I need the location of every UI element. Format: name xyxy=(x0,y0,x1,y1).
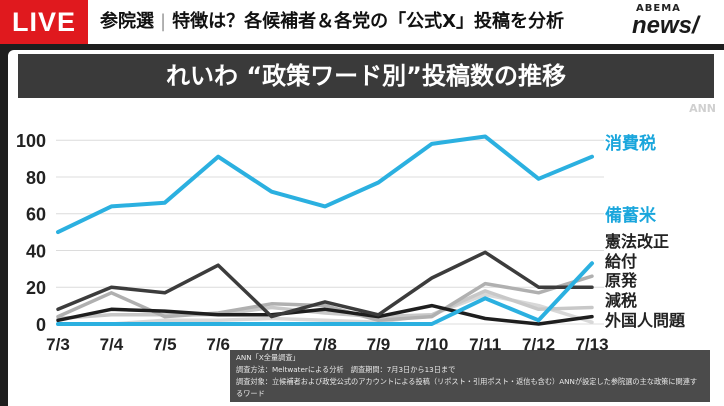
divider: | xyxy=(160,11,167,32)
x-tick-label: 7/11 xyxy=(469,335,501,354)
y-tick-label: 20 xyxy=(26,278,46,298)
top-banner: LIVE 参院選 | 特徴は？各候補者＆各党の「公式X」投稿を分析 ABEMA ne… xyxy=(0,0,724,44)
x-tick-label: 7/13 xyxy=(575,335,608,354)
x-tick-label: 7/3 xyxy=(46,335,70,354)
headline: 参院選 | 特徴は？各候補者＆各党の「公式X」投稿を分析 xyxy=(100,0,564,44)
chart-title: れいわ “政策ワード別”投稿数の推移 xyxy=(166,62,566,90)
y-tick-label: 60 xyxy=(26,205,46,225)
headline-text: 特徴は？各候補者＆各党の「公式X」投稿を分析 xyxy=(172,11,564,32)
title-band: れいわ “政策ワード別”投稿数の推移 xyxy=(18,54,714,98)
series-line-2 xyxy=(56,261,594,326)
source-line-3: 調査対象：立候補者および政党公式のアカウントによる投稿（リポスト・引用ポスト・返… xyxy=(236,377,698,398)
chart-card: れいわ “政策ワード別”投稿数の推移 ANN xyxy=(8,50,724,406)
series-label-7: 外国人問題 xyxy=(604,311,686,330)
series-line-3 xyxy=(56,250,594,319)
x-tick-label: 7/5 xyxy=(153,335,177,354)
series-label-2: 備蓄米 xyxy=(605,205,657,226)
series-line-6 xyxy=(56,289,594,321)
source-line-2: 調査方法：Meltwaterによる分析 調査期間：7月3日から13日まで xyxy=(236,365,456,374)
y-tick-label: 80 xyxy=(26,168,46,188)
x-tick-label: 7/7 xyxy=(260,335,284,354)
x-tick-label: 7/10 xyxy=(415,335,448,354)
source-panel: ANN「X全量調査」 調査方法：Meltwaterによる分析 調査期間：7月3日… xyxy=(0,346,724,406)
series-label-4: 給付 xyxy=(605,252,637,271)
series-label-5: 原発 xyxy=(605,271,638,290)
y-tick-label: 0 xyxy=(36,315,46,335)
source-line-1: ANN「X全量調査」 xyxy=(236,353,300,362)
series-label-1: 消費税 xyxy=(605,133,656,154)
series-line-1 xyxy=(56,134,594,235)
abema-news-logo: ABEMA news/ xyxy=(628,3,716,41)
x-tick-label: 7/6 xyxy=(206,335,230,354)
x-tick-label: 7/4 xyxy=(100,335,124,354)
x-tick-label: 7/9 xyxy=(367,335,391,354)
series-line-4 xyxy=(56,303,594,326)
source-box: ANN「X全量調査」 調査方法：Meltwaterによる分析 調査期間：7月3日… xyxy=(230,350,710,402)
y-tick-label: 100 xyxy=(16,131,46,151)
logo-top: ABEMA xyxy=(636,3,681,14)
x-tick-label: 7/8 xyxy=(313,335,337,354)
live-badge: LIVE xyxy=(0,0,88,44)
series-label-6: 減税 xyxy=(605,291,637,310)
ann-watermark: ANN xyxy=(689,102,716,115)
logo-bottom: news/ xyxy=(632,12,699,39)
series-line-5 xyxy=(56,274,594,323)
series-label-3: 憲法改正 xyxy=(605,232,669,251)
program-label: 参院選 xyxy=(100,11,154,32)
x-tick-label: 7/12 xyxy=(522,335,555,354)
y-tick-label: 40 xyxy=(26,241,46,261)
